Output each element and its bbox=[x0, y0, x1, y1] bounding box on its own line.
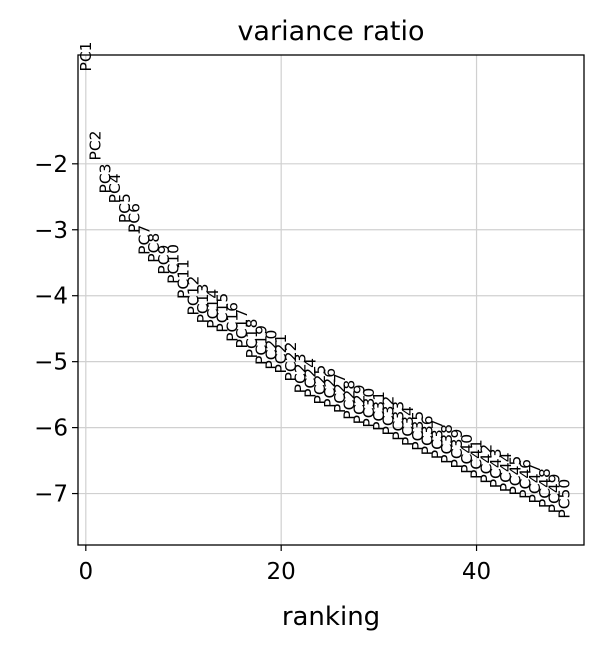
point-label-pc27: PC27 bbox=[331, 373, 349, 413]
point-label-pc16: PC16 bbox=[223, 302, 241, 342]
point-label-pc15: PC15 bbox=[214, 293, 232, 333]
point-label-pc45: PC45 bbox=[507, 456, 525, 496]
point-label-pc9: PC9 bbox=[155, 245, 173, 275]
point-label-pc24: PC24 bbox=[301, 358, 319, 398]
point-label-pc23: PC23 bbox=[292, 353, 310, 393]
point-label-pc11: PC11 bbox=[174, 259, 192, 299]
point-label-pc36: PC36 bbox=[419, 415, 437, 455]
point-label-pc13: PC13 bbox=[194, 284, 212, 324]
point-label-pc3: PC3 bbox=[96, 163, 114, 193]
point-label-pc1: PC1 bbox=[77, 41, 95, 71]
point-label-pc44: PC44 bbox=[497, 452, 515, 492]
point-label-pc49: PC49 bbox=[546, 473, 564, 513]
point-label-pc18: PC18 bbox=[243, 318, 261, 358]
point-label-pc42: PC42 bbox=[477, 444, 495, 484]
point-label-pc17: PC17 bbox=[233, 309, 251, 349]
point-label-pc29: PC29 bbox=[350, 384, 368, 424]
point-label-pc48: PC48 bbox=[536, 468, 554, 508]
point-label-pc41: PC41 bbox=[468, 439, 486, 479]
point-label-pc2: PC2 bbox=[87, 130, 105, 160]
point-label-pc6: PC6 bbox=[126, 203, 144, 233]
y-tick-label: −5 bbox=[34, 350, 68, 376]
y-tick-label: −6 bbox=[34, 416, 68, 442]
x-tick-label: 0 bbox=[78, 559, 93, 585]
point-label-pc14: PC14 bbox=[204, 289, 222, 329]
point-label-pc26: PC26 bbox=[321, 368, 339, 408]
point-label-pc43: PC43 bbox=[487, 448, 505, 488]
point-label-pc10: PC10 bbox=[165, 244, 183, 284]
point-label-pc32: PC32 bbox=[380, 396, 398, 436]
y-tick-label: −3 bbox=[34, 218, 68, 244]
point-label-pc39: PC39 bbox=[448, 429, 466, 469]
point-label-pc37: PC37 bbox=[428, 419, 446, 459]
point-label-pc12: PC12 bbox=[184, 276, 202, 316]
point-label-pc30: PC30 bbox=[360, 388, 378, 428]
point-label-pc47: PC47 bbox=[526, 464, 544, 504]
grid-lines bbox=[78, 55, 584, 545]
point-label-pc5: PC5 bbox=[116, 193, 134, 223]
point-label-pc19: PC19 bbox=[253, 325, 271, 365]
x-axis-ticks: 0 20 40 bbox=[78, 545, 491, 585]
point-labels: PC1PC2PC3PC4PC5PC6PC7PC8PC9PC10PC11PC12P… bbox=[77, 41, 574, 518]
point-label-pc7: PC7 bbox=[135, 225, 153, 255]
y-tick-label: −7 bbox=[34, 482, 68, 508]
point-label-pc34: PC34 bbox=[399, 406, 417, 446]
y-tick-label: −4 bbox=[34, 284, 68, 310]
point-label-pc28: PC28 bbox=[341, 380, 359, 420]
point-label-pc25: PC25 bbox=[311, 365, 329, 405]
point-label-pc35: PC35 bbox=[409, 411, 427, 451]
point-label-pc40: PC40 bbox=[458, 434, 476, 474]
point-label-pc50: PC50 bbox=[555, 479, 573, 519]
point-label-pc31: PC31 bbox=[370, 391, 388, 431]
point-label-pc38: PC38 bbox=[438, 424, 456, 464]
point-label-pc8: PC8 bbox=[145, 233, 163, 263]
plot-frame bbox=[77, 54, 585, 546]
x-axis-label: ranking bbox=[282, 602, 380, 632]
chart-title: variance ratio bbox=[237, 16, 424, 47]
y-tick-label: −2 bbox=[34, 152, 68, 178]
point-label-pc4: PC4 bbox=[106, 173, 124, 203]
point-label-pc22: PC22 bbox=[282, 342, 300, 382]
point-label-pc46: PC46 bbox=[516, 459, 534, 499]
y-axis-ticks: −2 −3 −4 −5 −6 −7 bbox=[34, 152, 78, 508]
point-label-pc20: PC20 bbox=[262, 330, 280, 370]
point-label-pc21: PC21 bbox=[272, 334, 290, 374]
point-label-pc33: PC33 bbox=[389, 401, 407, 441]
x-tick-label: 20 bbox=[267, 559, 296, 585]
x-tick-label: 40 bbox=[462, 559, 491, 585]
